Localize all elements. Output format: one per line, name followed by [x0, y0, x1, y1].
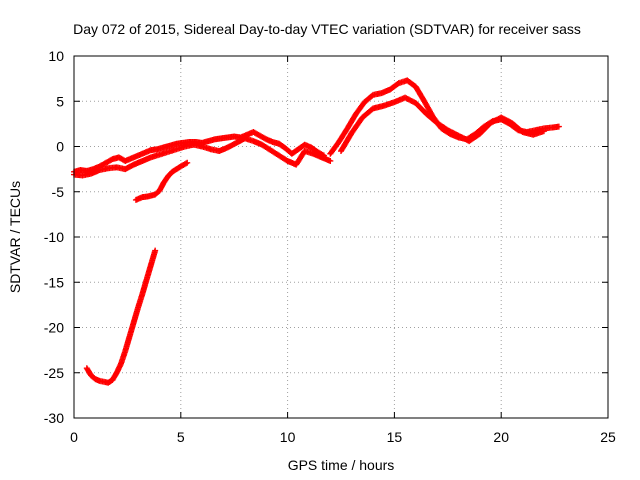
y-axis-label: SDTVAR / TECUs: [7, 181, 23, 293]
y-tick-label: 0: [56, 139, 64, 155]
y-tick-label: -15: [44, 274, 64, 290]
data-point: [184, 159, 191, 166]
x-axis-label: GPS time / hours: [288, 457, 395, 473]
y-tick-label: 10: [48, 48, 64, 64]
x-tick-label: 25: [600, 429, 616, 445]
grid: [74, 56, 608, 418]
data-layer: [71, 77, 562, 386]
y-tick-label: 5: [56, 93, 64, 109]
y-tick-label: -30: [44, 410, 64, 426]
axis-ticks: 0 5 10 15 20 25 -30 -25 -20 -15 -10 -5 0 5 10: [44, 48, 616, 445]
chart-title: Day 072 of 2015, Sidereal Day-to-day VTE…: [73, 21, 581, 37]
data-point: [555, 123, 562, 130]
y-tick-label: -20: [44, 320, 64, 336]
y-tick-label: -5: [52, 184, 65, 200]
y-tick-label: -25: [44, 365, 64, 381]
y-tick-label: -10: [44, 229, 64, 245]
data-point: [152, 247, 159, 254]
x-tick-label: 5: [177, 429, 185, 445]
x-tick-label: 20: [493, 429, 509, 445]
x-tick-label: 10: [280, 429, 296, 445]
x-tick-label: 15: [387, 429, 403, 445]
data-point: [540, 128, 547, 135]
data-point: [327, 157, 334, 164]
data-point: [182, 160, 189, 167]
x-tick-label: 0: [70, 429, 78, 445]
